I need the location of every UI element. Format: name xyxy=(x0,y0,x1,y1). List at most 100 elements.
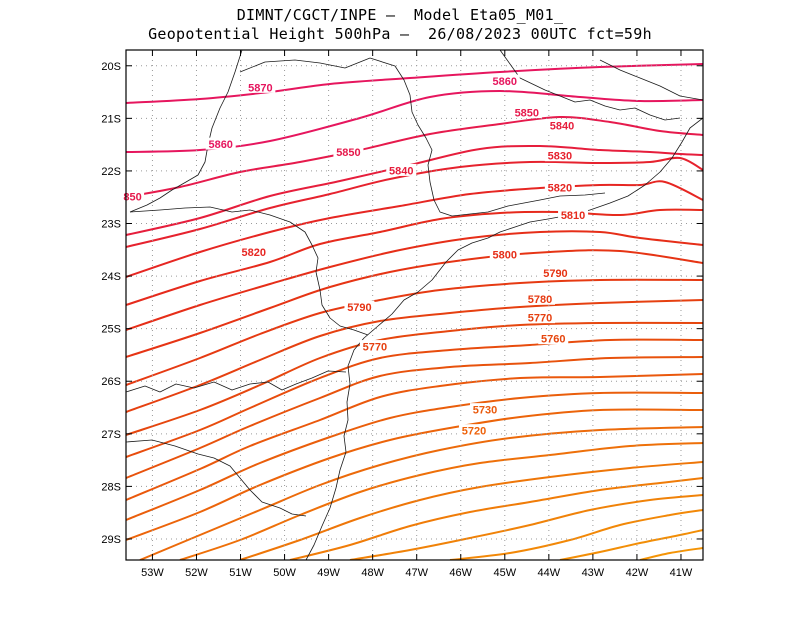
contour-label-bg xyxy=(489,74,520,87)
coastline-segment xyxy=(126,370,347,393)
contour-line xyxy=(449,509,703,560)
lon-tick-label: 49W xyxy=(317,567,340,579)
contour-label: 5850 xyxy=(336,147,360,159)
contour-line xyxy=(126,373,703,501)
contour-label: 5840 xyxy=(389,165,413,177)
lon-tick-label: 43W xyxy=(582,567,605,579)
contour-label-bg xyxy=(245,80,276,93)
contour-line xyxy=(126,63,703,104)
contour-label-bg xyxy=(333,145,364,158)
contour-label: 5830 xyxy=(548,151,572,163)
contour-label-bg xyxy=(469,403,500,416)
contour-line xyxy=(126,156,703,248)
lat-tick-label: 27S xyxy=(101,429,121,441)
lon-tick-label: 52W xyxy=(185,567,208,579)
coastline-segment xyxy=(369,57,606,217)
contour-label: 5770 xyxy=(363,342,387,354)
contour-label-bg xyxy=(540,266,571,279)
lon-tick-label: 45W xyxy=(493,567,516,579)
lat-tick-label: 25S xyxy=(101,324,121,336)
coastline-segment xyxy=(499,50,681,121)
contour-line xyxy=(126,321,703,436)
contour-label: 5720 xyxy=(462,426,486,438)
contour-label: 850 xyxy=(123,192,141,204)
contour-line xyxy=(179,442,703,560)
lon-tick-label: 42W xyxy=(626,567,649,579)
contour-line xyxy=(126,391,703,521)
contour-label-bg xyxy=(458,424,489,437)
contour-line xyxy=(126,338,703,458)
contour-label: 5840 xyxy=(550,121,574,133)
lon-tick-label: 53W xyxy=(141,567,164,579)
contour-label: 5780 xyxy=(528,294,552,306)
coastline-borders xyxy=(126,50,703,560)
contour-label-bg xyxy=(121,190,145,203)
lat-tick-label: 28S xyxy=(101,481,121,493)
contour-label-bg xyxy=(538,332,569,345)
contour-label-bg xyxy=(344,300,375,313)
lon-tick-label: 47W xyxy=(405,567,428,579)
contour-label: 5870 xyxy=(248,82,272,94)
lon-tick-label: 41W xyxy=(670,567,693,579)
coastline-segment xyxy=(305,117,703,560)
plot-frame xyxy=(125,49,704,561)
contour-label-bg xyxy=(205,137,236,150)
coastline-segment xyxy=(126,439,307,517)
contour-label-bg xyxy=(238,245,269,258)
coastline-segment xyxy=(239,57,371,73)
contour-label: 5790 xyxy=(347,302,371,314)
contour-label-bg xyxy=(525,292,556,305)
contour-label-bg xyxy=(544,149,575,162)
lat-tick-label: 23S xyxy=(101,219,121,231)
contour-label: 5820 xyxy=(241,247,265,259)
lon-tick-label: 51W xyxy=(229,567,252,579)
contour-label: 5810 xyxy=(561,210,585,222)
contour-line xyxy=(126,249,703,358)
lon-tick-label: 48W xyxy=(361,567,384,579)
contour-line xyxy=(559,529,703,560)
lat-tick-label: 29S xyxy=(101,534,121,546)
contour-label-bg xyxy=(525,311,556,324)
contour-line xyxy=(139,426,703,560)
lat-tick-label: 26S xyxy=(101,376,121,388)
contour-label: 5820 xyxy=(548,182,572,194)
lat-tick-label: 21S xyxy=(101,113,121,125)
contour-label-bg xyxy=(359,340,390,353)
contour-label-bg xyxy=(547,119,578,132)
chart-title-line2: Geopotential Height 500hPa – 26/08/2023 … xyxy=(148,25,652,43)
contour-label-bg xyxy=(489,248,520,261)
contour-label: 5730 xyxy=(473,405,497,417)
contour-label: 5800 xyxy=(493,250,517,262)
lat-tick-label: 20S xyxy=(101,61,121,73)
chart-title-line1: DIMNT/CGCT/INPE – Model Eta05_M01_ xyxy=(236,6,564,24)
contour-label-bg xyxy=(511,106,542,119)
lat-tick-label: 22S xyxy=(101,166,121,178)
coastline-segment xyxy=(129,50,243,213)
contour-label: 5860 xyxy=(493,76,517,88)
contour-line xyxy=(349,494,703,560)
contour-line xyxy=(126,180,703,278)
contour-label: 5760 xyxy=(541,334,565,346)
contour-label: 5770 xyxy=(528,313,552,325)
contour-line xyxy=(126,356,703,479)
contour-label: 5790 xyxy=(543,268,567,280)
contour-value-labels: 5870 5860 5860 5850 5850 850 5840 5840 5830 5820 5… xyxy=(121,74,589,438)
contour-line xyxy=(126,115,703,198)
contour-line xyxy=(126,299,703,413)
axis-ticks: 20S 21S 22S 23S 24S 25S 26S 27S 28S 29S 53W 52W 51W 5… xyxy=(101,50,703,579)
contour-line xyxy=(639,547,703,560)
contour-line xyxy=(289,477,703,560)
lon-tick-label: 46W xyxy=(449,567,472,579)
coastline-segment xyxy=(129,206,369,336)
contour-line xyxy=(126,230,703,331)
lon-tick-label: 50W xyxy=(273,567,296,579)
lon-tick-label: 44W xyxy=(538,567,561,579)
contour-label: 5860 xyxy=(208,139,232,151)
contour-label-bg xyxy=(558,208,589,221)
contour-label: 5850 xyxy=(515,108,539,120)
contour-label-bg xyxy=(544,180,575,193)
lat-tick-label: 24S xyxy=(101,271,121,283)
contour-line xyxy=(126,144,703,236)
coastline-segment xyxy=(599,59,703,101)
